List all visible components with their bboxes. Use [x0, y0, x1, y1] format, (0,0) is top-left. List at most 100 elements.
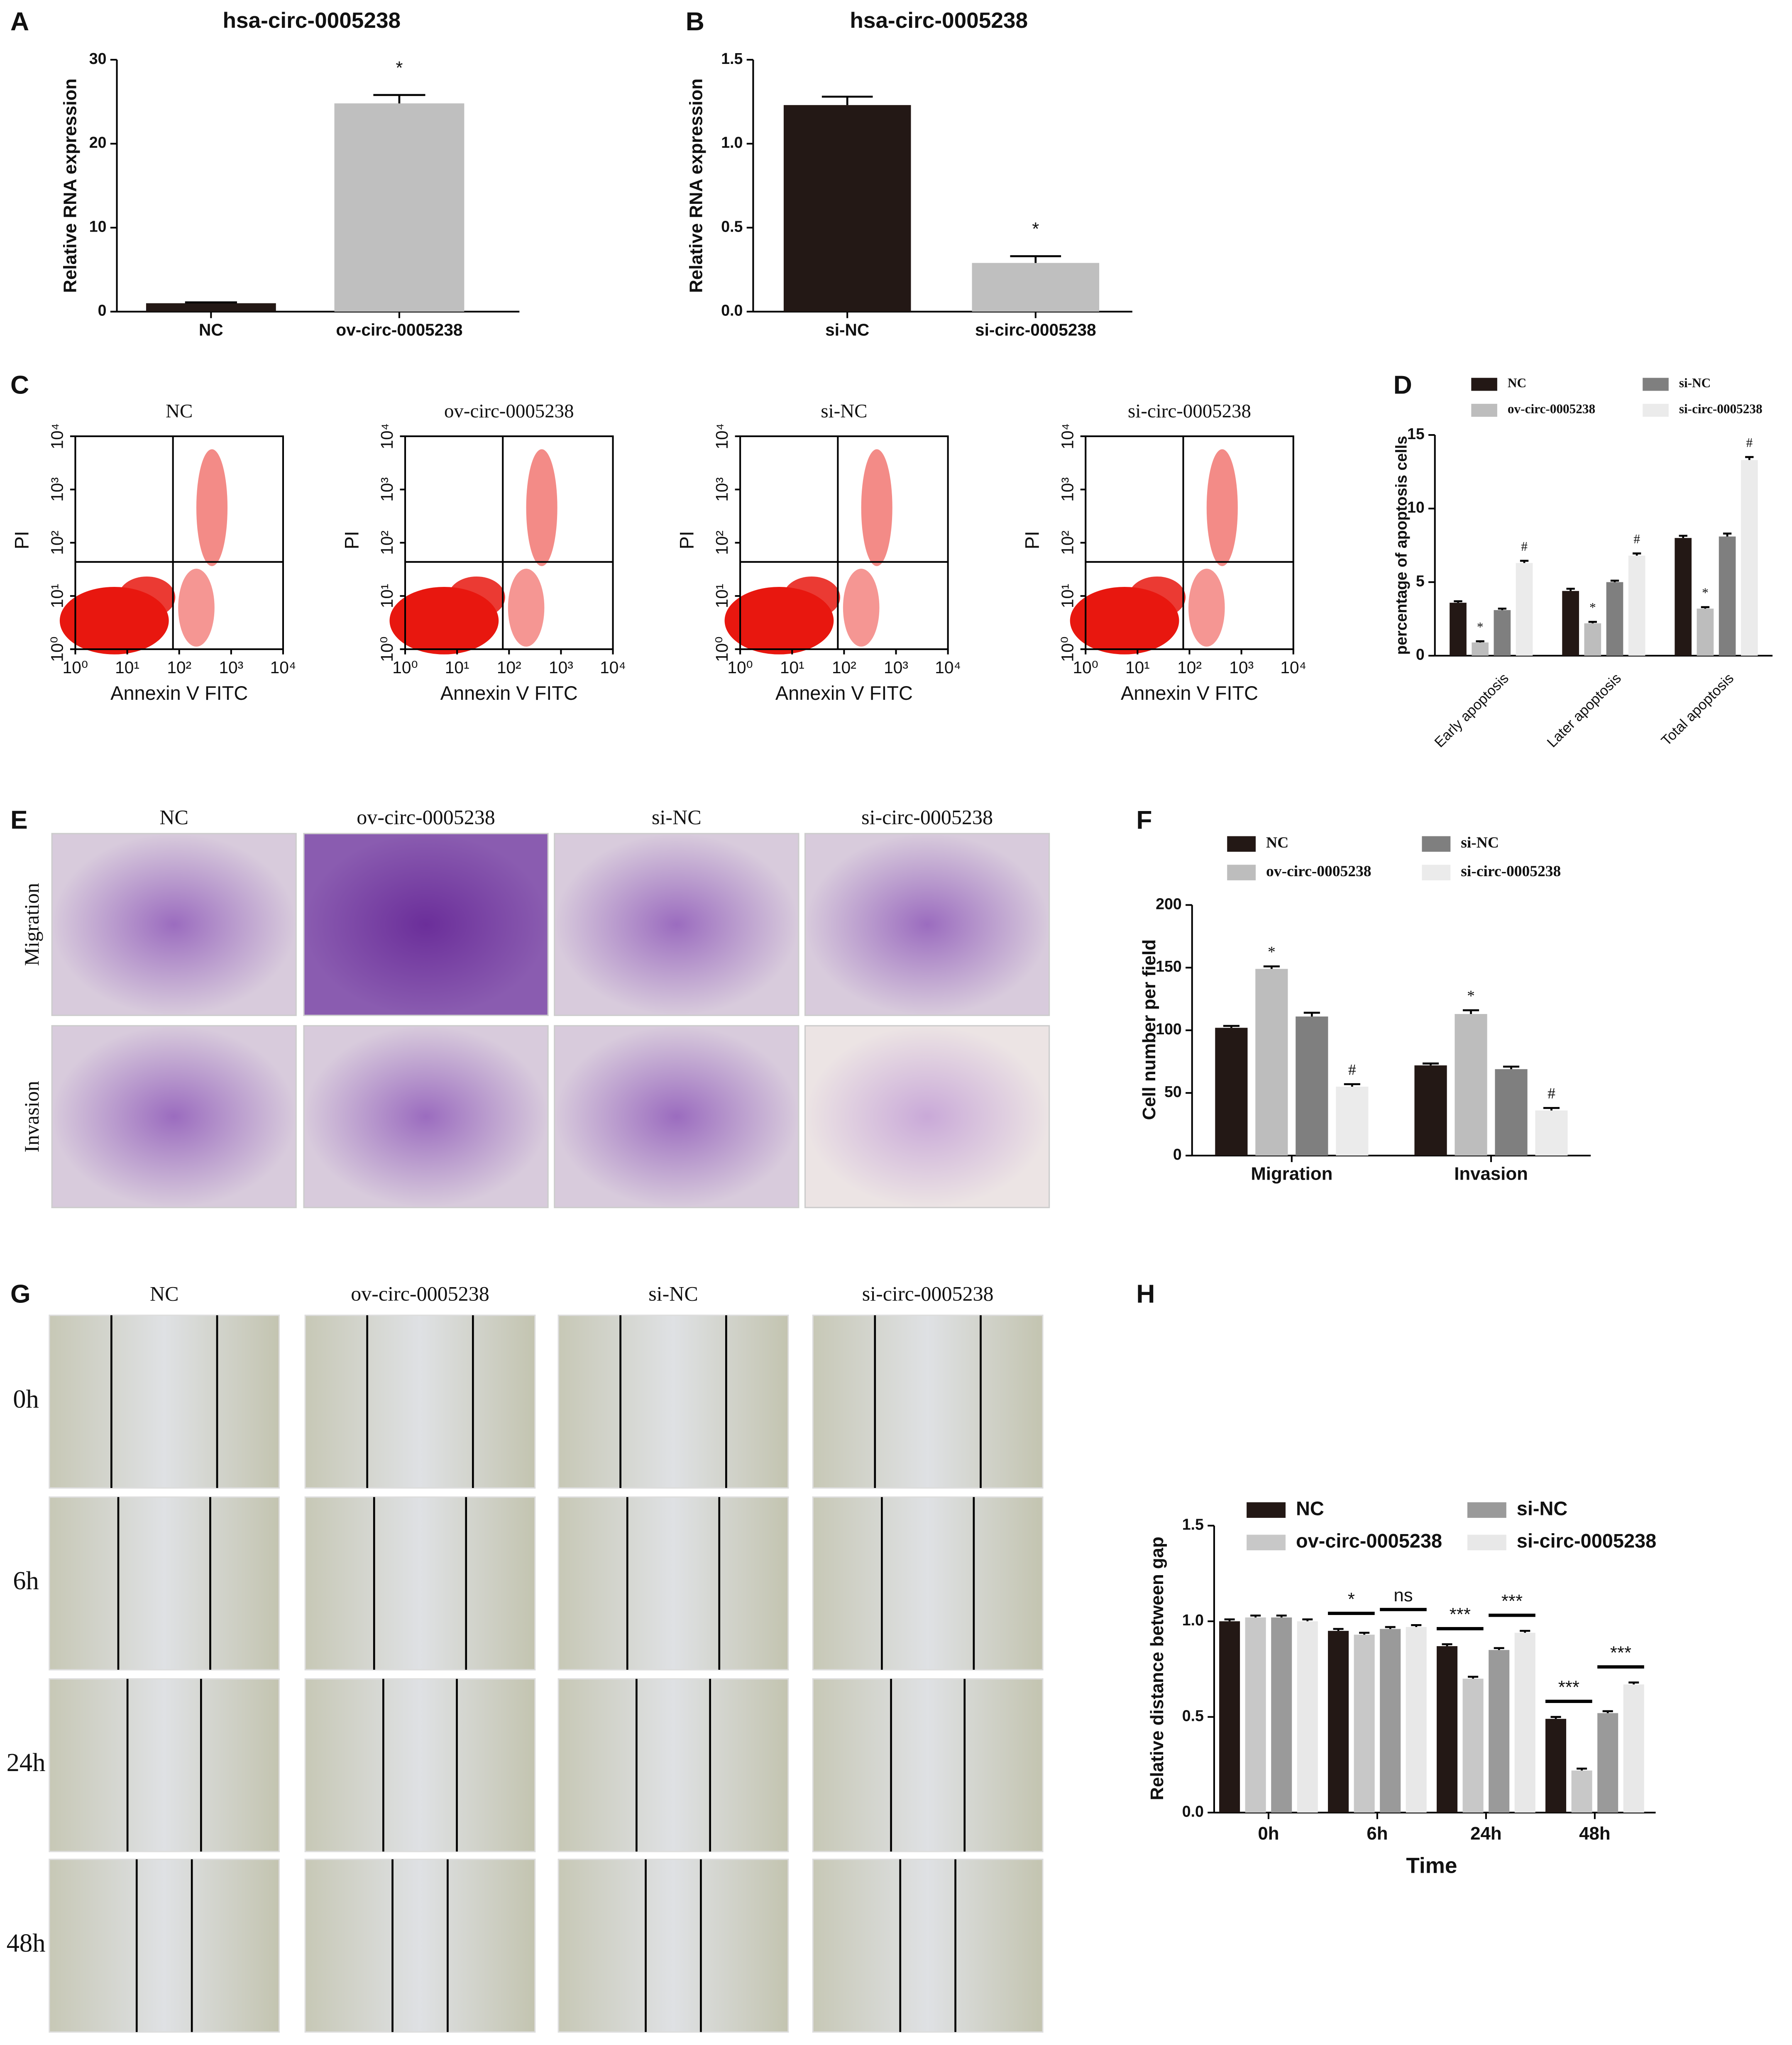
- significance-mark: *: [1268, 944, 1276, 961]
- micrograph: [812, 1678, 1044, 1852]
- y-tick-label: 0: [98, 302, 107, 319]
- bar: [1494, 610, 1511, 656]
- significance-mark: *: [1702, 586, 1709, 600]
- bar: [1255, 969, 1288, 1156]
- column-title: si-circ-0005238: [862, 1282, 994, 1305]
- panel-letter: D: [1394, 371, 1412, 400]
- micrograph: [557, 1314, 789, 1489]
- legend-label: NC: [1296, 1498, 1324, 1520]
- x-tick-label: 10⁰: [727, 658, 753, 677]
- legend-swatch: [1422, 865, 1451, 880]
- x-tick-label: Migration: [1251, 1164, 1332, 1184]
- y-tick-label: 10²: [48, 530, 67, 555]
- y-tick-label: 200: [1156, 895, 1182, 912]
- bar: [1719, 536, 1736, 656]
- legend-label: ov-circ-0005238: [1266, 863, 1372, 880]
- bar: [1245, 1617, 1266, 1813]
- y-tick-label: 10⁴: [377, 423, 396, 450]
- y-axis-label: PI: [11, 531, 33, 549]
- x-tick-label: 10⁰: [1073, 658, 1098, 677]
- y-tick-label: 0.0: [1182, 1803, 1204, 1820]
- error-bar: [1010, 255, 1061, 263]
- bar: [1562, 591, 1579, 656]
- legend-label: ov-circ-0005238: [1508, 402, 1595, 416]
- y-tick-label: 10³: [712, 477, 731, 502]
- micrograph: [49, 1678, 280, 1852]
- y-tick-label: 10: [89, 217, 107, 235]
- bar: [1354, 1635, 1375, 1813]
- bar: [1215, 1028, 1248, 1156]
- bar: [1296, 1016, 1328, 1156]
- significance-mark: #: [1746, 435, 1753, 450]
- error-bar: [1588, 621, 1597, 623]
- micrograph: [49, 1496, 280, 1671]
- bar: [1437, 1646, 1458, 1813]
- plot-title: si-circ-0005238: [1128, 401, 1251, 422]
- y-tick-label: 10¹: [48, 584, 67, 608]
- x-tick-label: 10⁰: [63, 658, 88, 677]
- y-tick-label: 20: [89, 134, 107, 151]
- y-tick-label: 1.0: [721, 134, 743, 151]
- x-tick-label: si-NC: [825, 320, 869, 339]
- row-label: 0h: [13, 1384, 39, 1413]
- significance-mark: ***: [1558, 1677, 1579, 1697]
- error-bar: [1745, 456, 1754, 460]
- x-axis-label: Annexin V FITC: [110, 682, 248, 704]
- x-tick-label: Total apoptosis: [1658, 670, 1737, 749]
- x-tick-label: 0h: [1258, 1823, 1279, 1844]
- column-title: si-circ-0005238: [861, 805, 993, 828]
- column-title: si-NC: [652, 805, 702, 828]
- y-tick-label: 10²: [712, 530, 731, 555]
- bar: [1597, 1713, 1618, 1813]
- error-bar: [1462, 1009, 1479, 1014]
- y-tick-label: 10⁰: [1058, 636, 1077, 662]
- x-axis-label: Time: [1406, 1853, 1457, 1878]
- error-bar: [1276, 1614, 1287, 1617]
- y-axis-label: Relative distance between gap: [1147, 1537, 1167, 1800]
- bar: [1584, 623, 1601, 656]
- cell-cloud: [861, 449, 892, 566]
- micrograph: [49, 1859, 280, 2033]
- column-title: ov-circ-0005238: [357, 805, 495, 828]
- micrograph: [51, 833, 297, 1016]
- panel-letter: F: [1136, 806, 1152, 835]
- bar: [1628, 555, 1645, 656]
- y-tick-label: 10⁰: [712, 636, 731, 662]
- bar: [1516, 563, 1533, 656]
- y-tick-label: 10⁴: [1058, 423, 1077, 450]
- x-tick-label: Invasion: [1454, 1164, 1528, 1184]
- y-axis-label: PI: [341, 531, 362, 549]
- error-bar: [1476, 640, 1484, 643]
- x-tick-label: 10³: [884, 658, 908, 677]
- y-tick-label: 100: [1156, 1020, 1182, 1038]
- bar: [972, 263, 1100, 312]
- micrograph: [554, 1025, 799, 1208]
- y-tick-label: 1.5: [721, 50, 743, 67]
- legend-swatch: [1422, 836, 1451, 852]
- legend-label: si-circ-0005238: [1461, 863, 1561, 880]
- error-bar: [1701, 606, 1710, 609]
- micrograph: [303, 833, 549, 1016]
- bar: [1336, 1087, 1369, 1156]
- micrograph: [557, 1496, 789, 1671]
- x-tick-label: 10³: [219, 658, 243, 677]
- significance-mark: #: [1548, 1085, 1555, 1102]
- error-bar: [1454, 600, 1462, 603]
- x-axis-label: Annexin V FITC: [440, 682, 578, 704]
- x-tick-label: 10²: [1177, 658, 1202, 677]
- significance-mark: *: [1589, 600, 1596, 615]
- error-bar: [1423, 1062, 1439, 1065]
- bar: [1623, 1684, 1644, 1813]
- error-bar: [1602, 1710, 1613, 1713]
- x-tick-label: ov-circ-0005238: [336, 320, 462, 339]
- error-bar: [1543, 1107, 1560, 1111]
- cell-cloud: [1128, 576, 1186, 618]
- y-axis-label: PI: [1021, 531, 1043, 549]
- error-bar: [1411, 1624, 1422, 1627]
- legend-swatch: [1227, 865, 1256, 880]
- y-tick-label: 10²: [377, 530, 396, 555]
- significance-mark: *: [1348, 1589, 1355, 1609]
- chart-title: hsa-circ-0005238: [222, 8, 401, 33]
- panel-letter: E: [10, 806, 28, 835]
